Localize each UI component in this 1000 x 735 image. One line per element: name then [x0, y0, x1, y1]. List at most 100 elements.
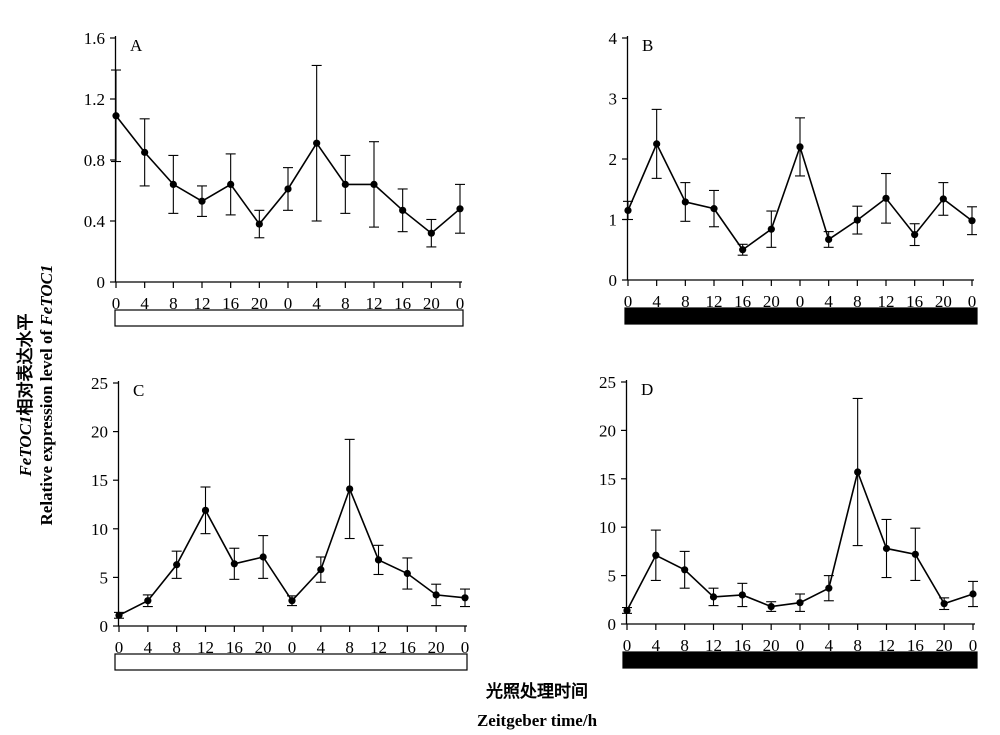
data-point	[374, 556, 383, 564]
x-tick-label: 4	[317, 638, 326, 657]
x-tick-label: 8	[345, 638, 354, 657]
data-point	[939, 195, 947, 203]
data-point	[825, 584, 833, 592]
data-point	[911, 550, 919, 558]
y-tick-label: 1.2	[84, 90, 105, 109]
x-tick-label: 4	[825, 636, 834, 655]
y-tick-label: 2	[609, 150, 618, 169]
y-axis-title-line1: FeTOC1相对表达水平	[15, 313, 35, 477]
x-tick-label: 8	[169, 294, 178, 313]
x-tick-label: 12	[878, 292, 895, 311]
data-point	[317, 566, 325, 574]
data-point	[624, 206, 632, 215]
data-point	[969, 590, 977, 598]
data-point	[346, 485, 354, 493]
y-tick-label: 20	[91, 423, 108, 442]
panel-letter: B	[642, 36, 653, 55]
y-tick-label: 10	[599, 518, 616, 537]
y-tick-label: 0	[609, 271, 618, 290]
x-tick-label: 12	[370, 638, 387, 657]
data-point	[432, 591, 440, 599]
x-tick-label: 12	[366, 294, 383, 313]
data-point	[709, 593, 718, 601]
x-tick-label: 12	[706, 292, 723, 311]
x-tick-label: 16	[399, 638, 416, 657]
data-point	[882, 194, 890, 202]
data-point	[370, 180, 378, 188]
x-tick-label: 12	[705, 636, 722, 655]
y-tick-label: 0	[608, 615, 617, 634]
data-point	[461, 594, 469, 602]
data-point	[198, 197, 206, 205]
y-tick-label: 15	[91, 471, 108, 490]
x-tick-label: 16	[226, 638, 243, 657]
x-tick-label: 12	[194, 294, 211, 313]
data-point	[623, 606, 631, 615]
data-point	[169, 180, 177, 188]
x-tick-label: 8	[172, 638, 181, 657]
x-tick-label: 0	[969, 636, 978, 655]
x-tick-label: 4	[144, 638, 153, 657]
data-point	[738, 591, 746, 599]
x-tick-label: 20	[936, 636, 953, 655]
x-tick-label: 0	[461, 638, 470, 657]
x-axis-title-en: Zeitgeber time/h	[477, 711, 598, 730]
x-tick-label: 12	[197, 638, 214, 657]
x-tick-label: 8	[341, 294, 350, 313]
series-line	[626, 469, 974, 611]
y-tick-label: 3	[609, 90, 618, 109]
data-point	[652, 551, 660, 559]
x-tick-label: 4	[652, 636, 661, 655]
x-tick-label: 8	[853, 636, 862, 655]
dark-condition-bar	[624, 307, 978, 325]
x-tick-label: 16	[222, 294, 239, 313]
panel-a: 00.40.81.21.60 4 8 12 16 20 0 4 8 12 16 20 0A	[84, 29, 465, 327]
light-condition-bar	[114, 653, 468, 671]
x-tick-label: 8	[680, 636, 689, 655]
panel-letter: A	[130, 36, 143, 55]
y-tick-label: 20	[599, 421, 616, 440]
x-tick-label: 0	[456, 294, 465, 313]
data-point	[399, 206, 407, 214]
x-tick-label: 16	[734, 292, 751, 311]
data-point	[968, 217, 976, 225]
data-point	[227, 180, 235, 188]
x-tick-label: 8	[681, 292, 690, 311]
data-point	[403, 569, 411, 578]
y-tick-label: 15	[599, 470, 616, 489]
x-tick-label: 16	[734, 636, 751, 655]
data-point	[112, 112, 120, 120]
data-point	[284, 185, 292, 193]
y-tick-label: 10	[91, 520, 108, 539]
x-tick-label: 4	[652, 292, 661, 311]
x-tick-label: 4	[312, 294, 321, 313]
y-axis-title-en-gene-italic: FeTOC1	[37, 265, 56, 327]
x-tick-label: 4	[140, 294, 149, 313]
y-axis-title-cn: 相对表达水平	[15, 313, 35, 415]
y-tick-label: 4	[609, 29, 618, 48]
y-tick-label: 0.8	[84, 151, 105, 170]
x-axis-title-cn: 光照处理时间	[485, 681, 588, 701]
y-axis-title-en: Relative expression level of	[37, 326, 56, 526]
x-tick-label: 0	[288, 638, 297, 657]
data-point	[259, 553, 267, 561]
x-tick-label: 16	[906, 292, 923, 311]
data-point	[825, 235, 833, 244]
data-point	[767, 225, 775, 233]
x-tick-label: 20	[255, 638, 272, 657]
x-tick-label: 4	[824, 292, 833, 311]
data-point	[313, 139, 321, 147]
data-point	[710, 205, 718, 213]
data-point	[230, 560, 238, 568]
y-tick-label: 1.6	[84, 29, 105, 48]
data-point	[456, 205, 464, 213]
x-tick-label: 0	[624, 292, 633, 311]
data-point	[115, 611, 123, 619]
x-tick-label: 20	[423, 294, 440, 313]
y-tick-label: 1	[609, 211, 618, 230]
x-tick-label: 0	[968, 292, 977, 311]
data-point	[767, 602, 775, 611]
